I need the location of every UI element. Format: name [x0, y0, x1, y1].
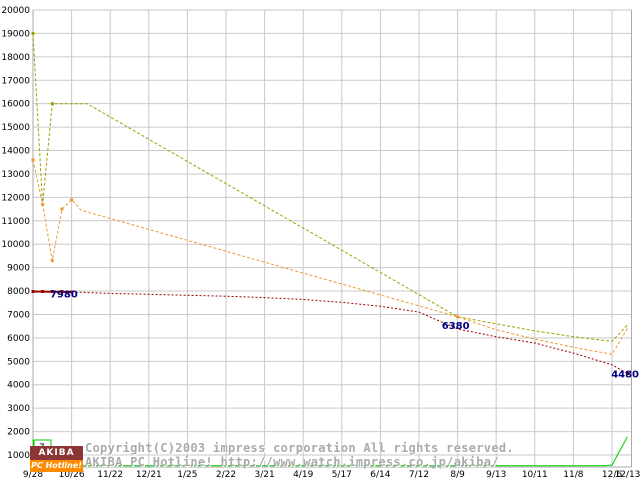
lowest-price-line	[71, 291, 628, 374]
y-axis-label: 11000	[1, 217, 30, 227]
price-annotation: 4480	[611, 370, 639, 381]
y-axis-label: 15000	[1, 123, 30, 133]
lowest-price-start-marker	[41, 290, 45, 294]
y-axis-label: 4000	[7, 381, 30, 391]
y-axis-label: 8000	[7, 287, 30, 297]
average-price-line	[32, 159, 628, 355]
average-price-marker	[60, 207, 64, 211]
x-axis-label: 6/14	[370, 470, 390, 480]
y-axis-label: 1000	[7, 451, 30, 461]
y-axis-label: 18000	[1, 53, 30, 63]
y-axis-label: 17000	[1, 76, 30, 86]
y-axis-label: 16000	[1, 100, 30, 110]
x-axis-label: 7/12	[409, 470, 429, 480]
y-axis-label: 19000	[1, 29, 30, 39]
y-axis-label: 10000	[1, 240, 30, 250]
x-axis-label: 3/21	[254, 470, 274, 480]
series-lowest-price	[71, 291, 629, 375]
lowest-price-start-marker	[31, 290, 35, 294]
y-axis-label: 20000	[1, 6, 30, 16]
highest-price-line	[32, 33, 628, 342]
x-axis-label: 12/13	[614, 470, 640, 480]
price-annotation: 6380	[442, 321, 470, 332]
x-axis-label: 4/19	[293, 470, 313, 480]
average-price-marker	[50, 259, 54, 263]
x-axis-label: 9/13	[486, 470, 506, 480]
y-axis-label: 9000	[7, 264, 30, 274]
akiba-pc-hotline-logo: AKIBA PC Hotline!	[30, 446, 83, 472]
x-axis-label: 12/6	[602, 470, 622, 480]
average-price-marker	[31, 158, 35, 162]
lowest-price-marker	[625, 371, 629, 375]
y-axis-label: 7000	[7, 310, 30, 320]
x-axis-label: 10/26	[59, 470, 85, 480]
highest-price-marker	[50, 102, 54, 106]
x-axis-label: 11/8	[563, 470, 583, 480]
x-axis-label: 9/28	[23, 470, 43, 480]
y-axis-label: 6000	[7, 334, 30, 344]
average-price-marker	[70, 198, 74, 202]
y-axis-label: 12000	[1, 193, 30, 203]
x-axis-label: 11/22	[97, 470, 123, 480]
x-axis-label: 2/22	[216, 470, 236, 480]
series-lowest-price-start	[31, 290, 74, 294]
logo-akiba-text: AKIBA	[30, 446, 83, 460]
copyright-line-1: Copyright(C)2003 impress corporation All…	[85, 441, 514, 455]
x-axis-label: 12/21	[136, 470, 162, 480]
x-axis-label: 1/25	[177, 470, 197, 480]
x-axis-label: 8/9	[450, 470, 465, 480]
y-axis-label: 5000	[7, 357, 30, 367]
lowest-price-start-marker	[50, 290, 54, 294]
average-price-marker	[456, 315, 460, 319]
highest-price-marker	[31, 31, 35, 35]
copyright-notice: Copyright(C)2003 impress corporation All…	[85, 441, 514, 469]
average-price-marker	[41, 202, 45, 206]
y-axis-label: 13000	[1, 170, 30, 180]
series-highest-price	[31, 31, 628, 342]
y-axis-label: 3000	[7, 404, 30, 414]
logo-pc-hotline-text: PC Hotline!	[30, 460, 83, 472]
y-axis-label: 2000	[7, 428, 30, 438]
lowest-price-start-marker	[70, 290, 74, 294]
copyright-line-2: AKIBA PC Hotline! http://www.watch.impre…	[85, 455, 499, 469]
series-average-price	[31, 158, 628, 355]
lowest-price-start-marker	[60, 290, 64, 294]
x-axis-label: 10/11	[522, 470, 548, 480]
price-annotation: 7980	[50, 289, 78, 300]
x-axis-label: 5/17	[332, 470, 352, 480]
y-axis-label: 14000	[1, 147, 30, 157]
